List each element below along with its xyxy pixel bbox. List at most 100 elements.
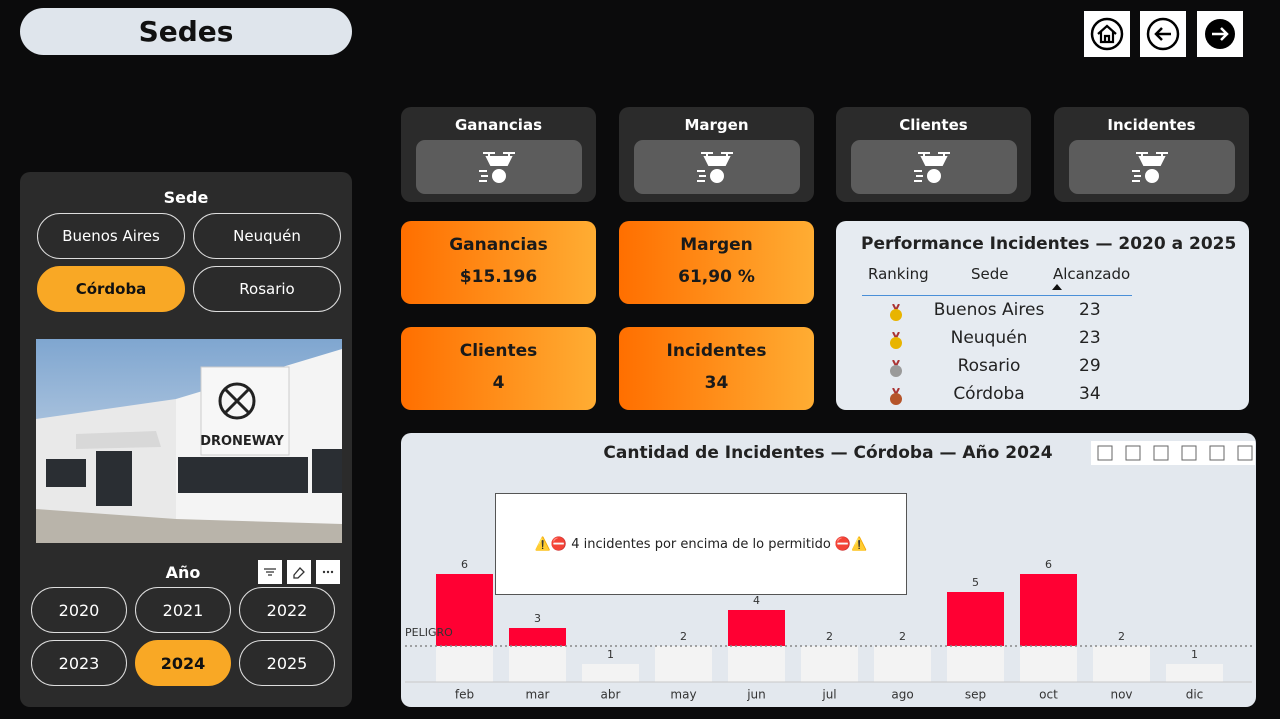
filter-glyph: [264, 568, 276, 576]
threshold-label: PELIGRO: [405, 626, 453, 639]
table-cell: Córdoba: [953, 384, 1025, 404]
data-label: 2: [826, 630, 833, 643]
year-button[interactable]: 2021: [135, 587, 231, 633]
bar-base: [655, 646, 712, 682]
header-divider: [862, 295, 1132, 296]
sede-filter-title: Sede: [163, 188, 209, 207]
ranking-table: Performance Incidentes — 2020 a 2025 Ran…: [836, 221, 1249, 410]
data-label: 1: [607, 648, 614, 661]
year-button[interactable]: 2025: [239, 640, 335, 686]
medal-glyph: [890, 387, 902, 405]
toolbar-bg: [1091, 441, 1255, 465]
medal-icon: [889, 359, 903, 378]
kpi-value: 61,90 %: [678, 267, 755, 287]
data-label: 5: [972, 576, 979, 589]
sede-button[interactable]: Córdoba: [37, 266, 185, 312]
x-tick-label: sep: [965, 688, 986, 702]
visual-toolbar: [1091, 441, 1255, 465]
bar-base: [1093, 646, 1150, 682]
building-illustration: DRONEWAY: [36, 339, 342, 543]
bar-base: [728, 646, 785, 682]
kpi-icon-box[interactable]: [850, 140, 1017, 194]
column-header: Sede: [971, 265, 1009, 283]
year-filter-title: Año: [165, 563, 201, 582]
x-tick-label: feb: [455, 688, 474, 702]
chart-panel: Cantidad de Incidentes — Córdoba — Año 2…: [401, 433, 1256, 707]
drone-icon: [913, 152, 950, 185]
sede-button[interactable]: Rosario: [193, 266, 341, 312]
bar-excess: [509, 628, 566, 646]
drone-icon: [696, 152, 733, 185]
medal-icon: [889, 303, 903, 322]
incidents-chart: Cantidad de Incidentes — Córdoba — Año 2…: [405, 441, 1255, 702]
toolbar-copy[interactable]: [1125, 445, 1141, 461]
data-label: 4: [753, 594, 760, 607]
year-button[interactable]: 2023: [31, 640, 127, 686]
toolbar-alert[interactable]: [1153, 445, 1169, 461]
kpi-card: Ganancias $15.196: [401, 221, 596, 304]
year-button[interactable]: 2024: [135, 640, 231, 686]
medal-icon: [889, 331, 903, 350]
clear-icon[interactable]: [287, 560, 311, 584]
more-icon[interactable]: [316, 560, 340, 584]
eraser-glyph: [293, 567, 305, 579]
kpi-icon-card: Incidentes: [1054, 107, 1249, 202]
drone-icon: [478, 152, 515, 185]
data-label: 2: [680, 630, 687, 643]
sede-button[interactable]: Neuquén: [193, 213, 341, 259]
tooltip-annotation: ⚠️⛔ 4 incidentes por encima de lo permit…: [495, 493, 907, 595]
data-label: 1: [1191, 648, 1198, 661]
bar-base: [801, 646, 858, 682]
toolbar-filter[interactable]: [1181, 445, 1197, 461]
page-title: Sedes: [20, 8, 352, 55]
bar-excess: [436, 574, 493, 646]
table-cell: Buenos Aires: [933, 300, 1045, 320]
toolbar-focus[interactable]: [1209, 445, 1225, 461]
chart-title: Cantidad de Incidentes — Córdoba — Año 2…: [603, 443, 1052, 463]
year-button[interactable]: 2020: [31, 587, 127, 633]
x-tick-label: oct: [1039, 688, 1058, 702]
column-header: Ranking: [868, 265, 929, 283]
kpi-icon-label: Margen: [684, 116, 749, 134]
kpi-label: Clientes: [459, 341, 538, 361]
kpi-icon-label: Incidentes: [1107, 116, 1196, 134]
medal-glyph: [890, 331, 902, 349]
bar-base: [509, 646, 566, 682]
filter-icon[interactable]: [258, 560, 282, 584]
data-label: 3: [534, 612, 541, 625]
home-button[interactable]: [1084, 11, 1130, 57]
x-tick-label: nov: [1110, 688, 1132, 702]
sede-button[interactable]: Buenos Aires: [37, 213, 185, 259]
table-cell: Neuquén: [950, 328, 1028, 348]
image-text: DRONEWAY: [200, 434, 284, 449]
x-tick-label: dic: [1186, 688, 1204, 702]
kpi-icon-label: Ganancias: [455, 116, 542, 134]
kpi-value: 4: [492, 373, 505, 393]
forward-button[interactable]: [1197, 11, 1243, 57]
x-tick-label: abr: [601, 688, 621, 702]
table-cell: 34: [1079, 384, 1101, 404]
bar-base: [947, 646, 1004, 682]
toolbar-more[interactable]: [1237, 445, 1253, 461]
bar-excess: [1020, 574, 1077, 646]
kpi-icon-box[interactable]: [415, 140, 582, 194]
bar-excess: [728, 610, 785, 646]
toolbar-pin[interactable]: [1097, 445, 1113, 461]
back-icon: [1146, 17, 1180, 51]
kpi-icon-box[interactable]: [1068, 140, 1235, 194]
kpi-icon-box[interactable]: [633, 140, 800, 194]
kpi-card: Margen 61,90 %: [619, 221, 814, 304]
kpi-card: Incidentes 34: [619, 327, 814, 410]
bar-base: [1020, 646, 1077, 682]
bar-base: [874, 646, 931, 682]
back-button[interactable]: [1140, 11, 1186, 57]
data-label: 6: [461, 558, 468, 571]
medal-glyph: [890, 303, 902, 321]
table-cell: 23: [1079, 300, 1101, 320]
sort-arrow: [1052, 284, 1062, 290]
bar-base: [436, 646, 493, 682]
year-button[interactable]: 2022: [239, 587, 335, 633]
kpi-label: Ganancias: [449, 235, 548, 255]
bar-base: [582, 664, 639, 682]
